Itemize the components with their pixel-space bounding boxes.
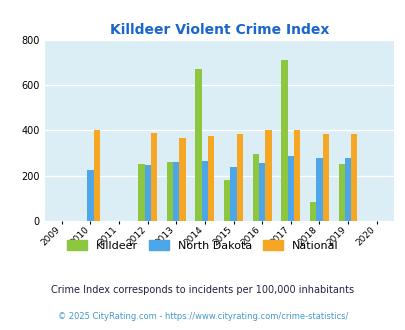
- Bar: [144, 165, 151, 221]
- Bar: [87, 170, 94, 221]
- Bar: [173, 162, 179, 221]
- Bar: [322, 134, 328, 221]
- Title: Killdeer Violent Crime Index: Killdeer Violent Crime Index: [109, 23, 328, 37]
- Bar: [208, 136, 214, 221]
- Bar: [224, 180, 230, 221]
- Bar: [138, 164, 144, 221]
- Bar: [264, 130, 271, 221]
- Bar: [309, 202, 315, 221]
- Bar: [195, 69, 201, 221]
- Bar: [287, 156, 293, 221]
- Bar: [350, 134, 356, 221]
- Bar: [344, 158, 350, 221]
- Bar: [252, 154, 258, 221]
- Legend: Killdeer, North Dakota, National: Killdeer, North Dakota, National: [62, 236, 343, 255]
- Text: Crime Index corresponds to incidents per 100,000 inhabitants: Crime Index corresponds to incidents per…: [51, 285, 354, 295]
- Bar: [179, 138, 185, 221]
- Bar: [258, 163, 264, 221]
- Bar: [94, 130, 100, 221]
- Bar: [151, 133, 157, 221]
- Bar: [338, 164, 344, 221]
- Bar: [201, 161, 208, 221]
- Bar: [236, 134, 243, 221]
- Bar: [166, 162, 173, 221]
- Bar: [281, 60, 287, 221]
- Bar: [315, 158, 322, 221]
- Text: © 2025 CityRating.com - https://www.cityrating.com/crime-statistics/: © 2025 CityRating.com - https://www.city…: [58, 312, 347, 321]
- Bar: [293, 130, 299, 221]
- Bar: [230, 167, 236, 221]
